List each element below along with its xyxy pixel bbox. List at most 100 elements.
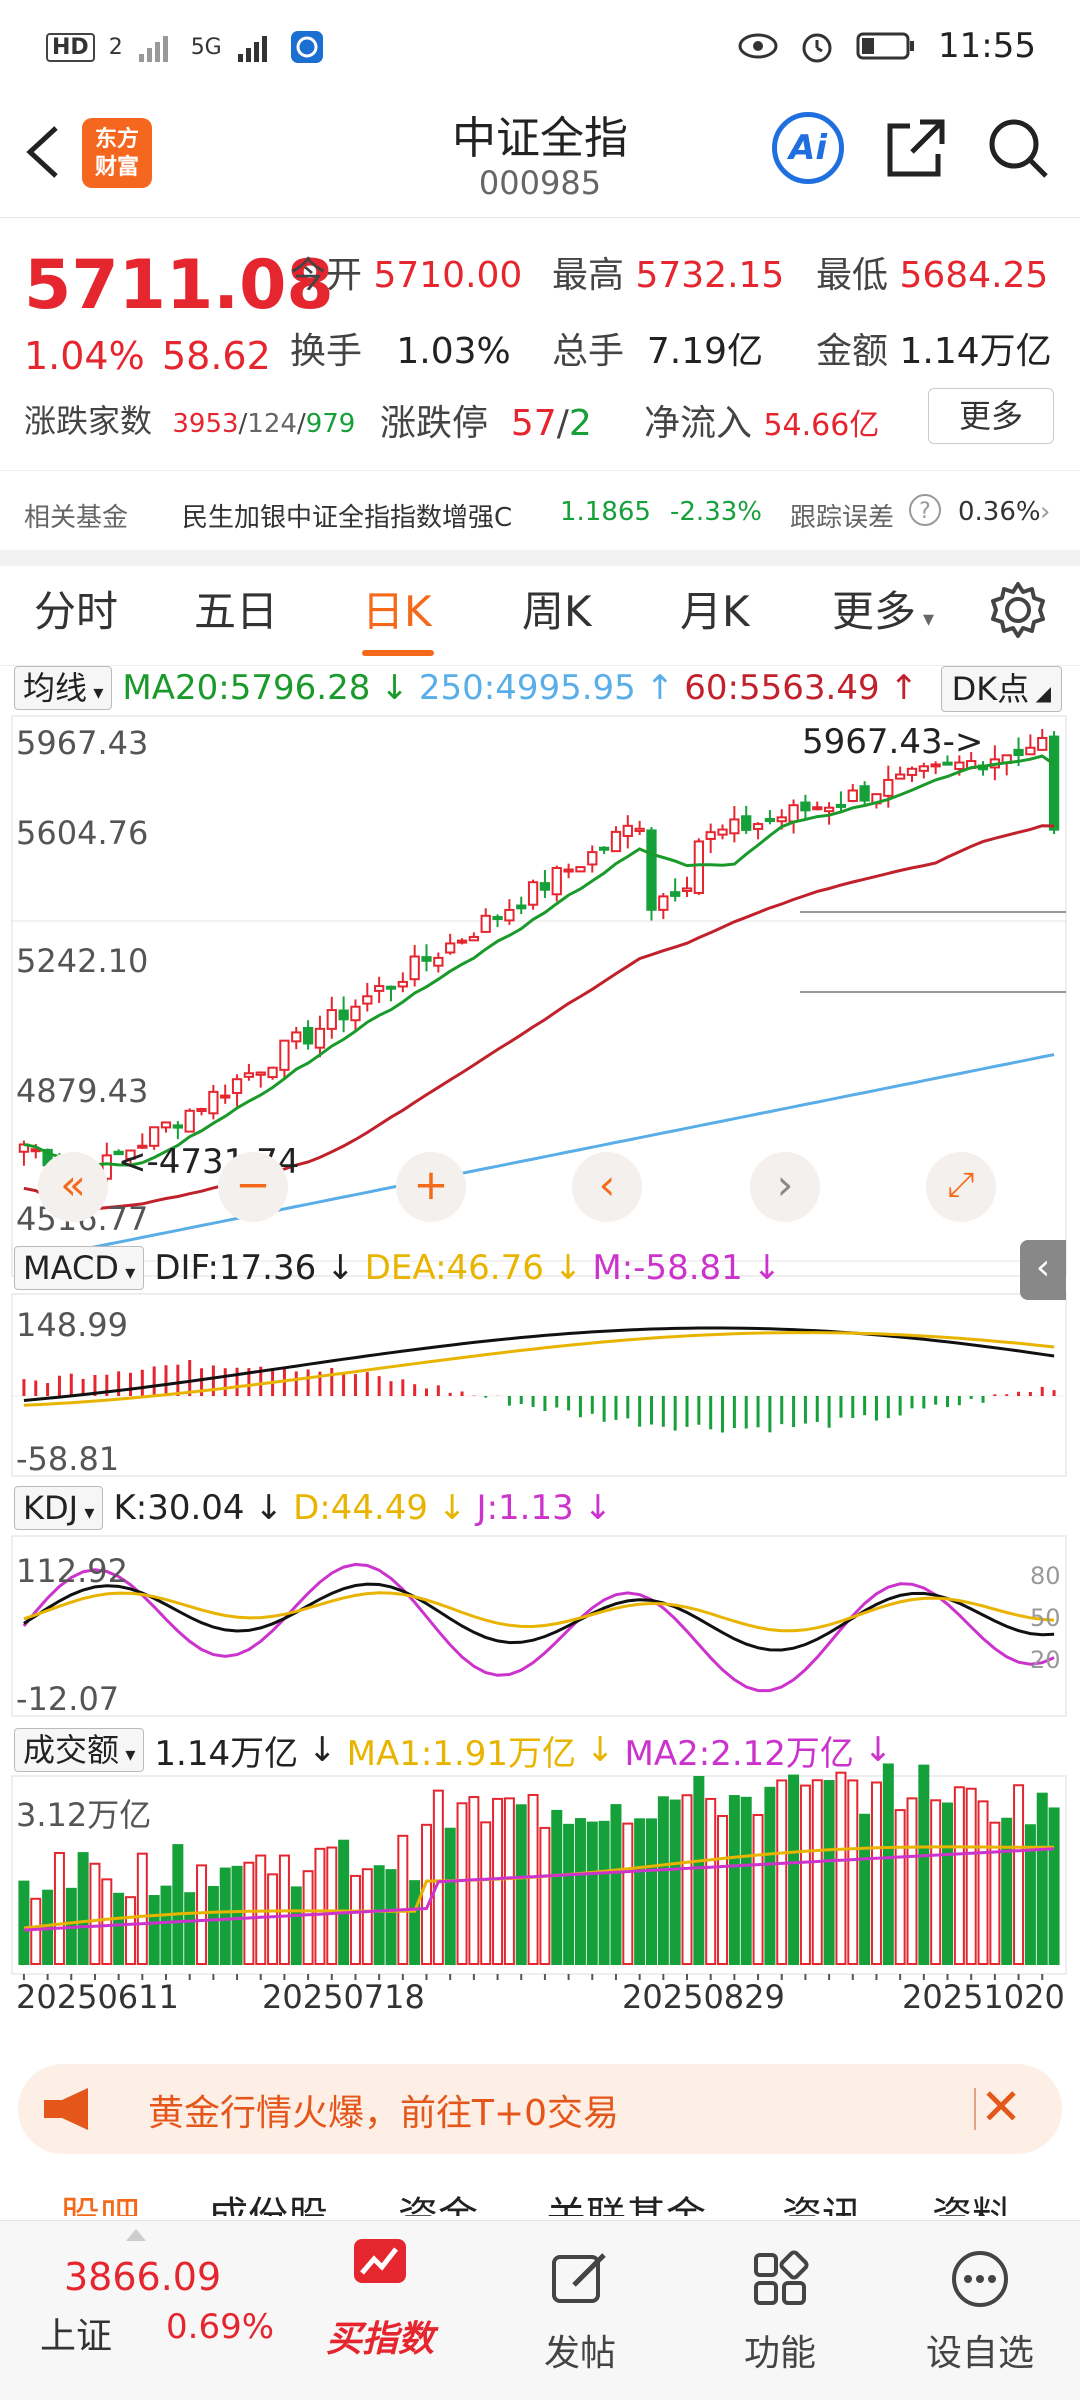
subtab-news[interactable]: 资讯 bbox=[782, 2184, 862, 2216]
ma20-value: MA20:5796.28 bbox=[122, 668, 371, 708]
fullscreen-icon[interactable]: ⤢ bbox=[926, 1152, 996, 1222]
candle-body bbox=[338, 1009, 349, 1021]
prev-button[interactable]: ‹ bbox=[572, 1152, 642, 1222]
close-icon[interactable]: ✕ bbox=[980, 2078, 1022, 2136]
subtab-profile[interactable]: 资料 bbox=[932, 2184, 1012, 2216]
volume-bar bbox=[1013, 1784, 1025, 1965]
share-icon[interactable] bbox=[884, 116, 948, 180]
candle-body bbox=[895, 773, 906, 780]
tab-intraday[interactable]: 分时 bbox=[34, 587, 119, 636]
add-watchlist-button[interactable]: 设自选 bbox=[900, 2221, 1060, 2376]
volume-bar bbox=[953, 1786, 965, 1965]
candle-body bbox=[456, 939, 468, 944]
kline-axis-2: 5604.76 bbox=[16, 814, 149, 852]
kdj-d: D:44.49 bbox=[293, 1488, 429, 1528]
volume-bar bbox=[610, 1804, 622, 1966]
volume-bar bbox=[740, 1796, 752, 1965]
candle-body bbox=[847, 789, 858, 802]
chart-canvas[interactable] bbox=[0, 666, 1080, 2046]
volume-selector[interactable]: 成交额 ▾ bbox=[14, 1728, 145, 1772]
candle-body bbox=[681, 887, 693, 893]
candle-body bbox=[326, 1009, 337, 1030]
volume-bar bbox=[113, 1892, 125, 1966]
volume-bar bbox=[764, 1786, 776, 1965]
volume-bar bbox=[930, 1799, 942, 1965]
tab-weekly-k[interactable]: 周K bbox=[522, 587, 592, 636]
macd-dea-line bbox=[23, 1331, 1055, 1407]
zoom-out-button[interactable]: − bbox=[218, 1152, 288, 1222]
volume-bar bbox=[1048, 1807, 1060, 1966]
tab-daily-k[interactable]: 日K bbox=[362, 587, 432, 636]
next-button[interactable]: › bbox=[750, 1152, 820, 1222]
volume-bar bbox=[444, 1827, 456, 1965]
candle-body bbox=[480, 914, 491, 933]
volume-bar bbox=[421, 1823, 433, 1966]
candle-body bbox=[208, 1090, 219, 1115]
volume-bar bbox=[598, 1820, 610, 1965]
limit-down-count: 2 bbox=[568, 403, 592, 444]
collapse-panel-button[interactable]: ‹ bbox=[1020, 1240, 1066, 1300]
candle-body bbox=[563, 868, 574, 873]
volume-bar bbox=[338, 1839, 350, 1965]
change-value: 58.62 bbox=[162, 334, 271, 378]
kline-axis-top: 5967.43 bbox=[16, 724, 149, 762]
tab-five-day[interactable]: 五日 bbox=[194, 587, 279, 636]
clock: 11:55 bbox=[938, 26, 1036, 66]
related-fund-row[interactable]: 相关基金 民生加银中证全指指数增强C 1.1865 -2.33% 跟踪误差 ? … bbox=[0, 470, 1080, 550]
buy-index-button[interactable]: 买指数 bbox=[300, 2221, 460, 2362]
rewind-button[interactable]: « bbox=[38, 1152, 108, 1222]
fund-change: -2.33% bbox=[670, 497, 762, 527]
hd-indicator: HD bbox=[46, 32, 95, 62]
trend-up-icon bbox=[354, 2239, 406, 2283]
volume-current: 1.14万亿 bbox=[154, 1733, 299, 1774]
kdj-j: J:1.13 bbox=[476, 1488, 574, 1528]
function-button[interactable]: 功能 bbox=[700, 2221, 860, 2376]
ma-selector[interactable]: 均线 ▾ bbox=[14, 666, 113, 710]
date-label-1: 20250611 bbox=[16, 1978, 179, 2016]
candle-body bbox=[231, 1078, 243, 1094]
macd-selector[interactable]: MACD ▾ bbox=[14, 1246, 145, 1290]
volume-bar bbox=[243, 1861, 255, 1965]
last-price: 5711.08 bbox=[24, 246, 334, 325]
back-icon[interactable] bbox=[22, 122, 62, 182]
volume-bar bbox=[172, 1844, 184, 1966]
volume-bar bbox=[965, 1787, 977, 1966]
volume-bar bbox=[811, 1779, 823, 1966]
candle-body bbox=[160, 1121, 172, 1129]
up-count: 3953 bbox=[172, 409, 239, 439]
candle-body bbox=[587, 851, 598, 866]
subtab-constituents[interactable]: 成份股 bbox=[208, 2184, 328, 2216]
battery-icon bbox=[856, 32, 915, 60]
more-button[interactable]: 更多 bbox=[928, 388, 1054, 444]
volume-bar bbox=[385, 1869, 397, 1965]
search-icon[interactable] bbox=[986, 116, 1050, 180]
candle-body bbox=[362, 995, 373, 1005]
candle-body bbox=[243, 1072, 255, 1078]
help-icon[interactable]: ? bbox=[908, 493, 942, 527]
high-label: 最高 bbox=[552, 255, 625, 296]
ai-button[interactable]: Ai bbox=[772, 112, 844, 184]
tab-monthly-k[interactable]: 月K bbox=[680, 587, 750, 636]
post-button[interactable]: 发帖 bbox=[500, 2221, 660, 2376]
candle-body bbox=[172, 1124, 183, 1129]
candle-body bbox=[113, 1150, 124, 1156]
volume-bar bbox=[942, 1802, 954, 1965]
gear-icon[interactable] bbox=[988, 580, 1048, 640]
volume-bar bbox=[977, 1800, 989, 1966]
change-percent: 1.04% bbox=[24, 334, 145, 378]
candle-body bbox=[906, 767, 918, 776]
subtab-funds[interactable]: 资金 bbox=[398, 2184, 478, 2216]
subtab-forum[interactable]: 股吧 bbox=[60, 2184, 140, 2216]
dk-point-button[interactable]: DK点 ◢ bbox=[940, 666, 1062, 712]
volume-bar bbox=[1024, 1824, 1036, 1966]
promo-banner[interactable]: 黄金行情火爆，前往T+0交易 ✕ bbox=[18, 2064, 1062, 2154]
kdj-selector[interactable]: KDJ ▾ bbox=[14, 1486, 104, 1530]
volume-bar bbox=[1001, 1817, 1013, 1965]
kdj-axis-top: 112.92 bbox=[16, 1552, 128, 1590]
tab-more[interactable]: 更多 ▾ bbox=[832, 587, 935, 636]
subtab-related-funds[interactable]: 关联基金 bbox=[546, 2184, 706, 2216]
shanghai-index-widget[interactable]: 3866.09 上证 0.69% bbox=[0, 2221, 274, 2400]
volume-bar bbox=[563, 1823, 575, 1965]
volume-bar bbox=[184, 1892, 196, 1966]
zoom-in-button[interactable]: + bbox=[396, 1152, 466, 1222]
